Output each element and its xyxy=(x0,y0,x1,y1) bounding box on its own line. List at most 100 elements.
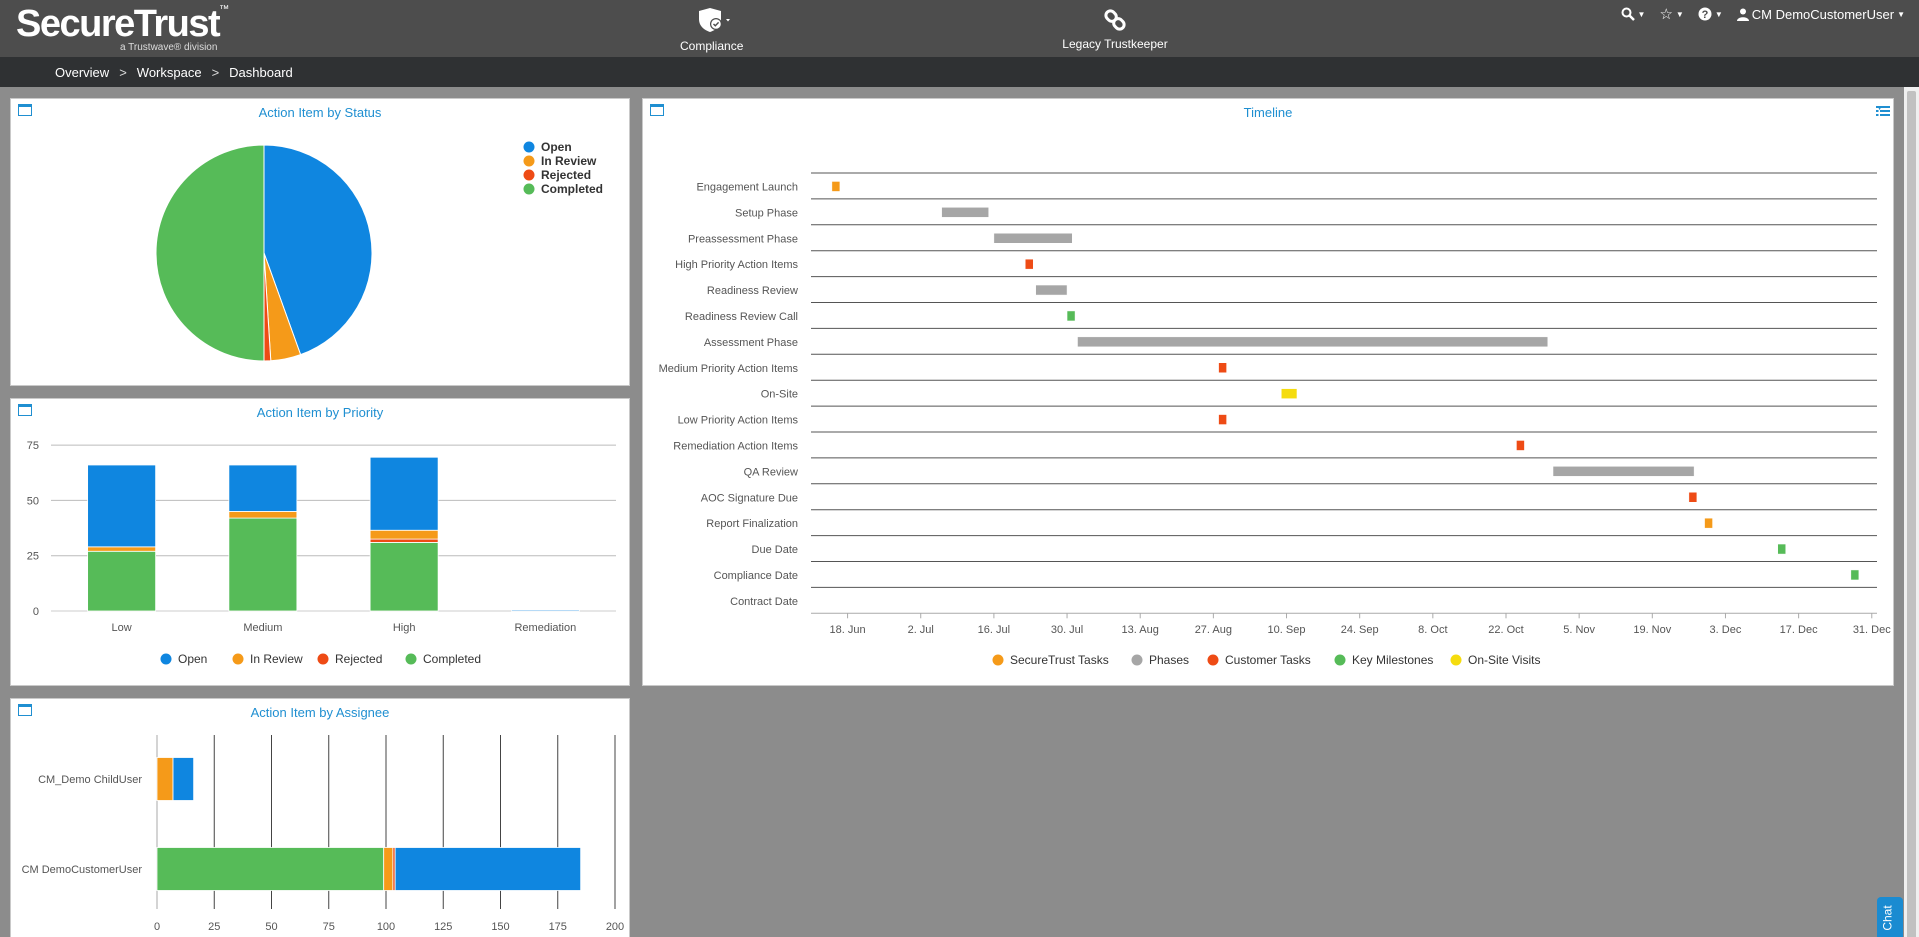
chevron-down-icon: ▼ xyxy=(1675,9,1684,19)
help-menu[interactable]: ? ▼ xyxy=(1698,7,1723,21)
maximize-icon[interactable] xyxy=(18,404,32,416)
timeline-bar-preassessment-phase[interactable] xyxy=(993,233,1073,244)
legend-label[interactable]: In Review xyxy=(541,154,597,168)
page-scrollbar[interactable] xyxy=(1904,87,1919,937)
legend-label[interactable]: Rejected xyxy=(335,652,382,666)
timeline-row-label: Low Priority Action Items xyxy=(678,415,799,427)
timeline-bar-readiness-review[interactable] xyxy=(1035,284,1068,296)
breadcrumb-workspace[interactable]: Workspace xyxy=(136,64,202,80)
nav-legacy-trustkeeper[interactable]: Legacy Trustkeeper xyxy=(1062,6,1168,51)
bar-segment-in-review[interactable] xyxy=(228,511,298,519)
legend-label[interactable]: Completed xyxy=(423,652,481,666)
bar-segment-in-review[interactable] xyxy=(383,847,394,891)
user-name: CM DemoCustomerUser xyxy=(1751,6,1895,22)
legend-label[interactable]: Open xyxy=(541,140,572,154)
bar-segment-open[interactable] xyxy=(228,464,298,512)
bar-segment-open[interactable] xyxy=(394,847,582,891)
chat-button[interactable]: Chat xyxy=(1877,897,1903,937)
legend-marker xyxy=(1450,654,1462,666)
x-tick-label: High xyxy=(393,622,416,634)
timeline-bar-aoc-signature-due[interactable] xyxy=(1688,492,1698,503)
timeline-row-label: Report Finalization xyxy=(706,518,798,530)
timeline-bar-engagement-launch[interactable] xyxy=(831,181,841,192)
timeline-bar-remediation-action-items[interactable] xyxy=(1516,440,1525,451)
legend-marker xyxy=(232,653,244,665)
bar-segment-open[interactable] xyxy=(87,464,157,548)
securetrust-logo[interactable]: SecureTrust™ a Trustwave® division xyxy=(16,3,230,53)
breadcrumb-overview[interactable]: Overview xyxy=(55,64,110,80)
maximize-icon[interactable] xyxy=(650,104,664,116)
x-tick-label: 200 xyxy=(606,921,624,933)
bar-segment-open[interactable] xyxy=(369,456,439,531)
bar-segment-in-review[interactable] xyxy=(156,757,174,801)
x-tick-label: 10. Sep xyxy=(1268,624,1306,636)
x-tick-label: 13. Aug xyxy=(1122,624,1159,636)
legend-label[interactable]: Key Milestones xyxy=(1352,653,1433,667)
breadcrumb: Overview > Workspace > Dashboard xyxy=(0,57,1919,87)
legend-label[interactable]: Rejected xyxy=(541,168,591,182)
shield-check-icon xyxy=(698,8,730,32)
bar-segment-rejected[interactable] xyxy=(369,538,439,543)
bar-segment-completed[interactable] xyxy=(87,550,157,612)
bar-segment-completed[interactable] xyxy=(369,542,439,612)
timeline-view-menu[interactable]: ▼ xyxy=(1876,105,1891,116)
y-tick-label: CM DemoCustomerUser xyxy=(22,864,143,876)
timeline-bar-on-site[interactable] xyxy=(1281,388,1298,399)
timeline-bar-report-finalization[interactable] xyxy=(1704,517,1713,529)
timeline-bar-low-priority-action-items[interactable] xyxy=(1218,414,1227,425)
maximize-icon[interactable] xyxy=(18,704,32,716)
bar-segment-completed[interactable] xyxy=(228,517,298,612)
favorites-menu[interactable]: ☆ ▼ xyxy=(1659,5,1683,23)
timeline-row-label: Setup Phase xyxy=(735,207,798,219)
x-tick-label: 150 xyxy=(491,921,509,933)
search-icon xyxy=(1621,7,1635,21)
bar-segment-completed[interactable] xyxy=(156,847,385,891)
nav-compliance[interactable]: Compliance xyxy=(680,6,743,53)
y-tick-label: 75 xyxy=(27,440,39,452)
user-menu[interactable]: CM DemoCustomerUser ▼ xyxy=(1736,6,1905,22)
bar-segment-in-review[interactable] xyxy=(369,529,439,540)
bar-segment-open[interactable] xyxy=(172,757,195,801)
legend-marker xyxy=(992,654,1004,666)
pie-slice-open[interactable] xyxy=(263,144,373,356)
legend-label[interactable]: Open xyxy=(178,652,207,666)
svg-text:?: ? xyxy=(1701,9,1708,21)
x-tick-label: 50 xyxy=(265,921,277,933)
x-tick-label: 17. Dec xyxy=(1780,624,1818,636)
legend-label[interactable]: On-Site Visits xyxy=(1468,653,1540,667)
x-tick-label: 18. Jun xyxy=(830,624,866,636)
timeline-bar-high-priority-action-items[interactable] xyxy=(1024,258,1034,270)
timeline-bar-medium-priority-action-items[interactable] xyxy=(1218,362,1227,373)
legend-label[interactable]: Completed xyxy=(541,182,603,196)
legend-label[interactable]: Customer Tasks xyxy=(1225,653,1311,667)
user-icon xyxy=(1736,8,1749,21)
timeline-row-label: Due Date xyxy=(752,544,798,556)
timeline-bar-compliance-date[interactable] xyxy=(1850,569,1860,581)
x-tick-label: 125 xyxy=(434,921,452,933)
pie-slice-completed[interactable] xyxy=(155,144,265,362)
timeline-row-label: Remediation Action Items xyxy=(673,440,798,452)
legend-marker xyxy=(317,653,329,665)
legend-label[interactable]: SecureTrust Tasks xyxy=(1010,653,1109,667)
search-menu[interactable]: ▼ xyxy=(1621,7,1645,21)
x-tick-label: 16. Jul xyxy=(978,624,1010,636)
panel-timeline: Engagement Launch Setup Phase Preassessmen… xyxy=(642,98,1894,686)
trademark: ™ xyxy=(219,4,230,15)
scrollbar-thumb[interactable] xyxy=(1907,91,1916,937)
timeline-bar-setup-phase[interactable] xyxy=(941,207,989,218)
timeline-bar-assessment-phase[interactable] xyxy=(1077,336,1549,348)
assignee-bar-chart: 0 25 50 75 100 125 150 175 200 CM_Demo ChildUser C… xyxy=(22,735,624,933)
timeline-bar-readiness-review-call[interactable] xyxy=(1066,310,1076,322)
legend-label[interactable]: Phases xyxy=(1149,653,1189,667)
legend-label[interactable]: In Review xyxy=(250,652,303,666)
priority-bar-chart: 0 25 50 75 Low Medium High Remediation Open In Re… xyxy=(27,440,616,666)
bar-segment-open[interactable] xyxy=(510,609,580,612)
timeline-bar-due-date[interactable] xyxy=(1777,543,1786,555)
x-tick-label: 3. Dec xyxy=(1710,624,1742,636)
bar-segment-in-review[interactable] xyxy=(87,546,157,552)
brand-subtitle: a Trustwave® division xyxy=(120,42,218,53)
maximize-icon[interactable] xyxy=(18,104,32,116)
timeline-bar-qa-review[interactable] xyxy=(1552,466,1695,477)
brand-name: SecureTrust xyxy=(16,3,221,45)
panel-title: Action Item by Status xyxy=(258,105,382,120)
